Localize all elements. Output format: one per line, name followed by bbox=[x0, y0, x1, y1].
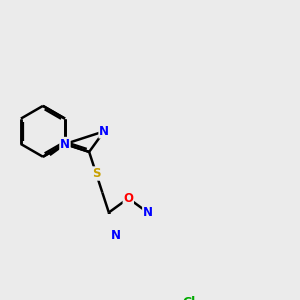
Text: N: N bbox=[111, 229, 121, 242]
Text: N: N bbox=[143, 206, 153, 219]
Text: O: O bbox=[123, 192, 133, 205]
Text: Cl: Cl bbox=[182, 296, 196, 300]
Text: N: N bbox=[99, 125, 109, 138]
Text: S: S bbox=[92, 167, 100, 180]
Text: N: N bbox=[60, 137, 70, 151]
